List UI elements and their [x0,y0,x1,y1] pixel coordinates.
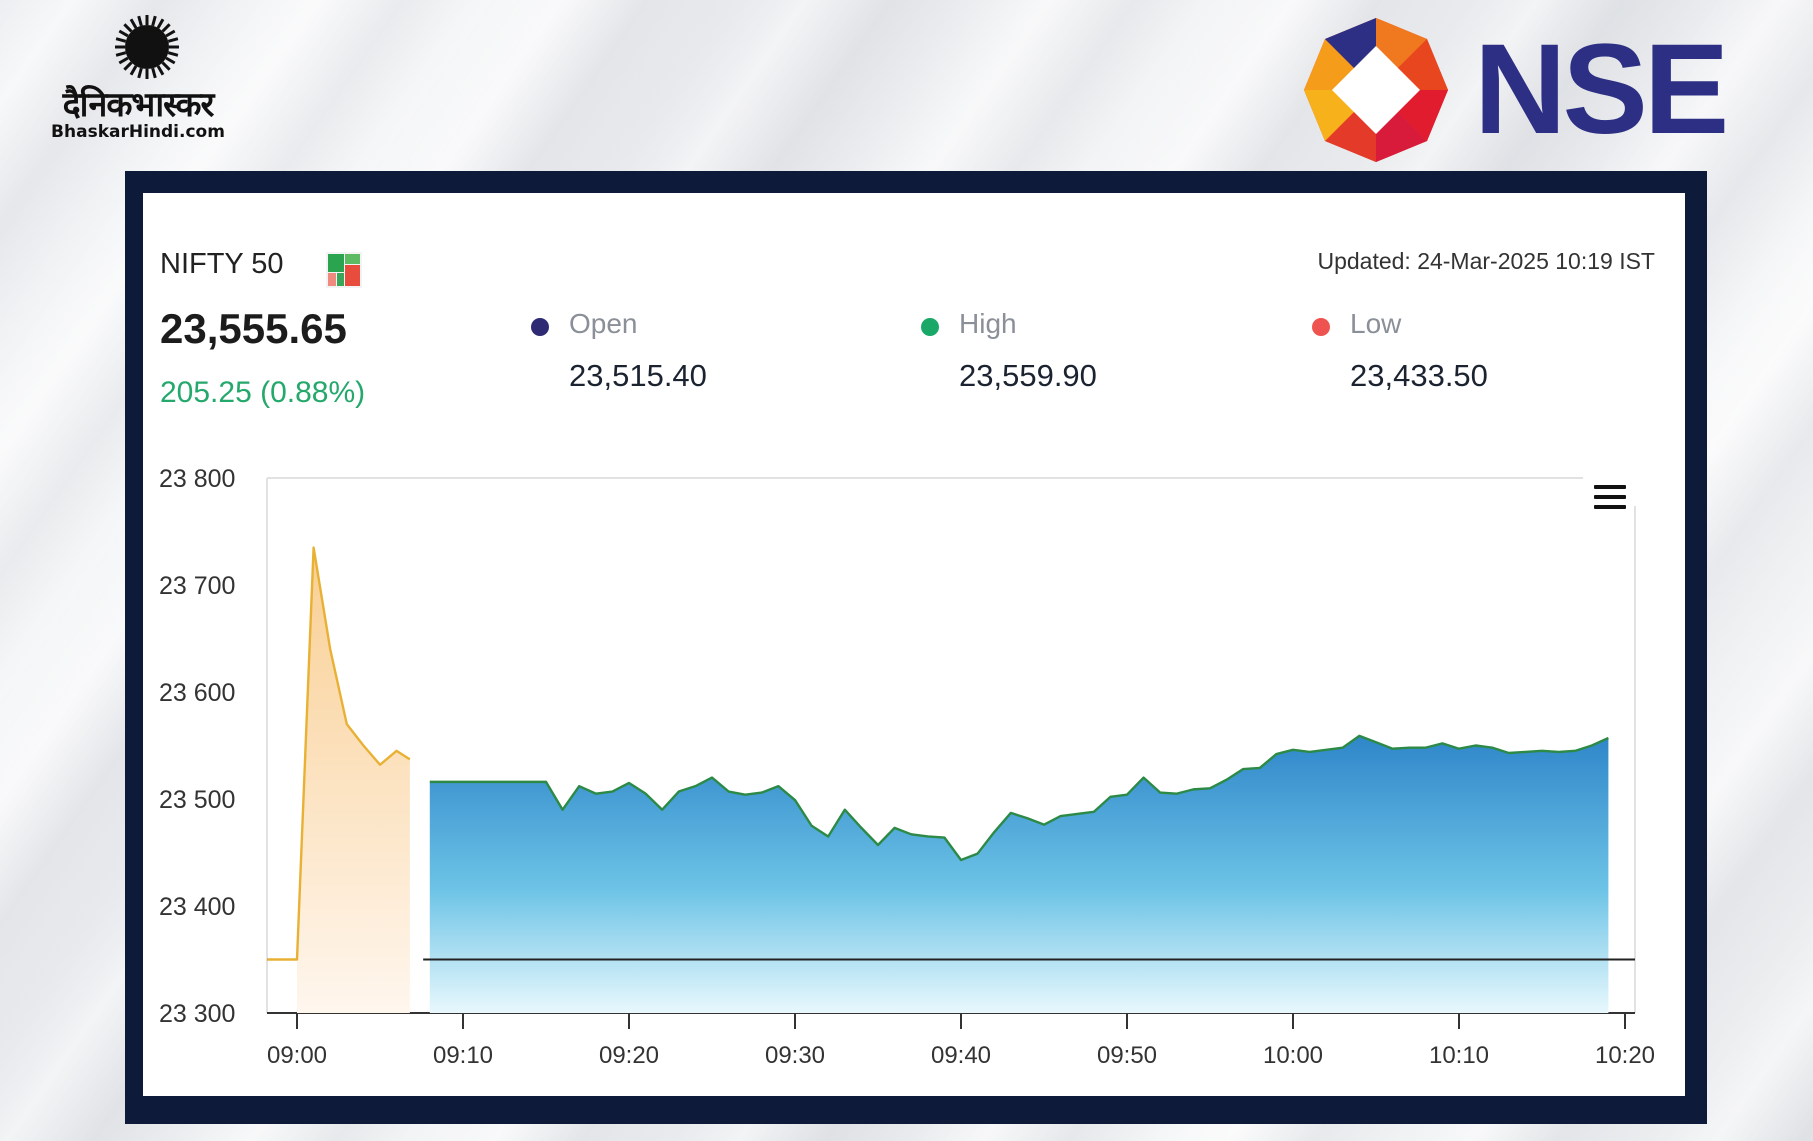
sun-ray [156,65,165,76]
sun-ray [115,51,127,57]
sun-ray [115,37,127,43]
session-line [429,734,1609,862]
sun-ray [129,65,138,76]
sun-ray [151,67,157,79]
y-tick-label: 23 600 [159,679,235,707]
stat-label: Open [569,308,638,339]
y-tick-label: 23 400 [159,893,235,921]
sun-icon [115,15,179,79]
bhaskar-logo: दैनिकभास्कर BhaskarHindi.com [18,14,248,144]
sun-ray [151,15,157,27]
sun-ray [165,56,176,65]
x-tick-label: 10:20 [1595,1042,1655,1069]
x-tick-label: 09:10 [433,1042,493,1069]
y-tick-label: 23 800 [159,465,235,493]
x-tick-label: 09:40 [931,1042,991,1069]
y-tick-label: 23 300 [159,1000,235,1028]
low-dot [1312,318,1330,336]
nse-wordmark: NSE [1474,18,1729,161]
x-tick-label: 09:00 [267,1042,327,1069]
pre-open-area [297,547,410,1013]
open-dot [531,318,549,336]
price-change: 205.25 (0.88%) [160,376,366,409]
sun-ray [118,56,129,65]
menu-icon[interactable] [1592,482,1628,512]
bhaskar-site: BhaskarHindi.com [51,122,225,142]
x-tick-label: 10:10 [1429,1042,1489,1069]
bhaskar-title: दैनिकभास्कर [62,85,215,125]
sun-ray [137,67,143,79]
sun-ray [161,61,171,71]
updated-timestamp: Updated: 24-Mar-2025 10:19 IST [1317,248,1655,274]
sun-ray [129,18,138,29]
stat-label: High [959,308,1017,339]
index-name: NIFTY 50 [160,248,284,280]
sun-ray [156,18,165,29]
y-tick-label: 23 500 [159,786,235,814]
stat-value: 23,559.90 [959,358,1097,393]
heatmap-icon[interactable] [326,252,362,288]
sun-ray [137,15,143,27]
y-tick-label: 23 700 [159,572,235,600]
x-tick-label: 09:20 [599,1042,659,1069]
nse-logo-icon [1304,18,1448,162]
sun-ray [123,23,133,33]
x-tick-label: 10:00 [1263,1042,1323,1069]
pre-open-line [267,546,411,961]
stat-value: 23,433.50 [1350,358,1488,393]
x-tick-label: 09:30 [765,1042,825,1069]
sun-ray [167,51,179,57]
last-price: 23,555.65 [160,305,347,352]
x-tick-label: 09:50 [1097,1042,1157,1069]
sun-ray [123,61,133,71]
sun-ray [165,29,176,38]
intraday-chart: 23 300 23 400 23 500 23 600 23 700 23 800 09:0… [159,465,1655,1069]
stat-value: 23,515.40 [569,358,707,393]
sun-ray [161,23,171,33]
stat-label: Low [1350,308,1402,339]
high-dot [921,318,939,336]
sun-ray [118,29,129,38]
sun-ray [167,37,179,43]
session-area [429,735,1609,1013]
